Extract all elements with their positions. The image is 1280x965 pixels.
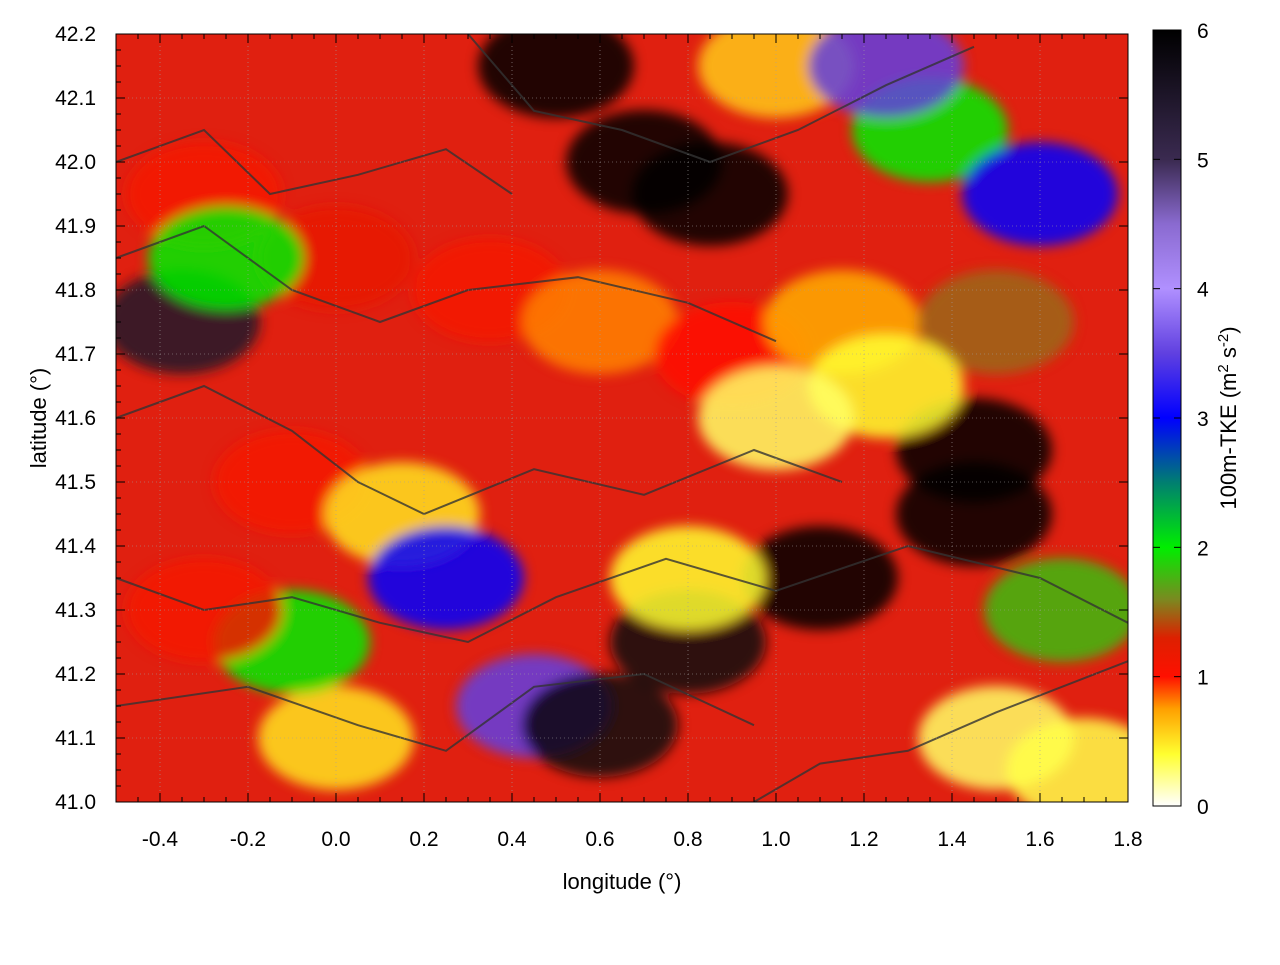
x-tick-label: -0.2 bbox=[230, 828, 266, 851]
y-tick-label: 41.3 bbox=[55, 599, 96, 622]
colorbar-label-main: 100m-TKE (m bbox=[1216, 373, 1241, 510]
x-tick-label: 1.2 bbox=[849, 828, 878, 851]
tke-region bbox=[148, 206, 304, 310]
y-tick-label: 41.0 bbox=[55, 791, 96, 814]
tke-region bbox=[808, 34, 964, 118]
y-tick-label: 41.4 bbox=[55, 535, 96, 558]
colorbar-tick-label: 4 bbox=[1197, 279, 1209, 302]
y-tick-label: 41.1 bbox=[55, 727, 96, 750]
y-tick-label: 41.6 bbox=[55, 407, 96, 430]
x-tick-label: 0.2 bbox=[409, 828, 438, 851]
contour-line bbox=[753, 660, 1128, 802]
colorbar-tick-label: 0 bbox=[1197, 796, 1209, 819]
x-tick-label: 1.4 bbox=[937, 828, 967, 851]
x-tick-label: 1.0 bbox=[761, 828, 790, 851]
colorbar-tick-label: 3 bbox=[1197, 408, 1209, 431]
colorbar-ticks: 0 1 2 3 4 5 6 bbox=[1153, 20, 1209, 819]
x-tick-label: 1.8 bbox=[1113, 828, 1142, 851]
colorbar-label-sup2: -2 bbox=[1215, 334, 1232, 347]
tke-region bbox=[522, 673, 678, 778]
contour-line bbox=[467, 34, 975, 164]
y-tick-label: 42.2 bbox=[55, 23, 96, 46]
x-tick-label: 0.8 bbox=[673, 828, 702, 851]
y-tick-label: 41.9 bbox=[55, 215, 96, 238]
tke-region bbox=[1006, 718, 1128, 802]
x-tick-label: 0.4 bbox=[497, 828, 527, 851]
colorbar-tick-label: 6 bbox=[1197, 20, 1209, 43]
y-axis: 41.0 41.1 41.2 41.3 41.4 41.5 41.6 41.7 41.8 41.9… bbox=[55, 23, 1128, 814]
x-tick-label: -0.4 bbox=[142, 828, 179, 851]
y-tick-label: 42.1 bbox=[55, 87, 96, 110]
tke-field bbox=[116, 34, 1128, 802]
tke-region bbox=[368, 526, 524, 630]
colorbar-label: 100m-TKE (m2 s-2) bbox=[1215, 326, 1241, 509]
x-tick-label: 0.0 bbox=[321, 828, 350, 851]
y-axis-label: latitude (°) bbox=[26, 368, 51, 469]
colorbar-label-mid: s bbox=[1216, 347, 1241, 364]
x-tick-label: 0.6 bbox=[585, 828, 614, 851]
tke-region bbox=[918, 270, 1074, 374]
tke-region bbox=[632, 142, 788, 246]
colorbar-label-sup1: 2 bbox=[1215, 364, 1232, 372]
tke-region bbox=[478, 34, 634, 118]
x-axis: -0.4 -0.2 0.0 0.2 0.4 0.6 0.8 1.0 1.2 1.4 1.6 1.8 bbox=[115, 34, 1143, 851]
y-tick-label: 41.7 bbox=[55, 343, 96, 366]
colorbar-tick-label: 1 bbox=[1197, 667, 1209, 690]
x-axis-label: longitude (°) bbox=[563, 869, 682, 894]
colorbar-tick-label: 5 bbox=[1197, 149, 1209, 172]
x-tick-label: 1.6 bbox=[1025, 828, 1054, 851]
tke-region bbox=[742, 526, 898, 630]
y-tick-label: 42.0 bbox=[55, 151, 96, 174]
contour-line bbox=[116, 544, 1128, 644]
colorbar-tick-label: 2 bbox=[1197, 537, 1209, 560]
tke-blobs bbox=[116, 34, 1128, 802]
plot-area bbox=[115, 33, 1129, 803]
y-tick-label: 41.2 bbox=[55, 663, 96, 686]
y-tick-label: 41.5 bbox=[55, 471, 96, 494]
colorbar-label-end: ) bbox=[1216, 326, 1241, 333]
y-tick-label: 41.8 bbox=[55, 279, 96, 302]
contour-line bbox=[116, 128, 513, 196]
